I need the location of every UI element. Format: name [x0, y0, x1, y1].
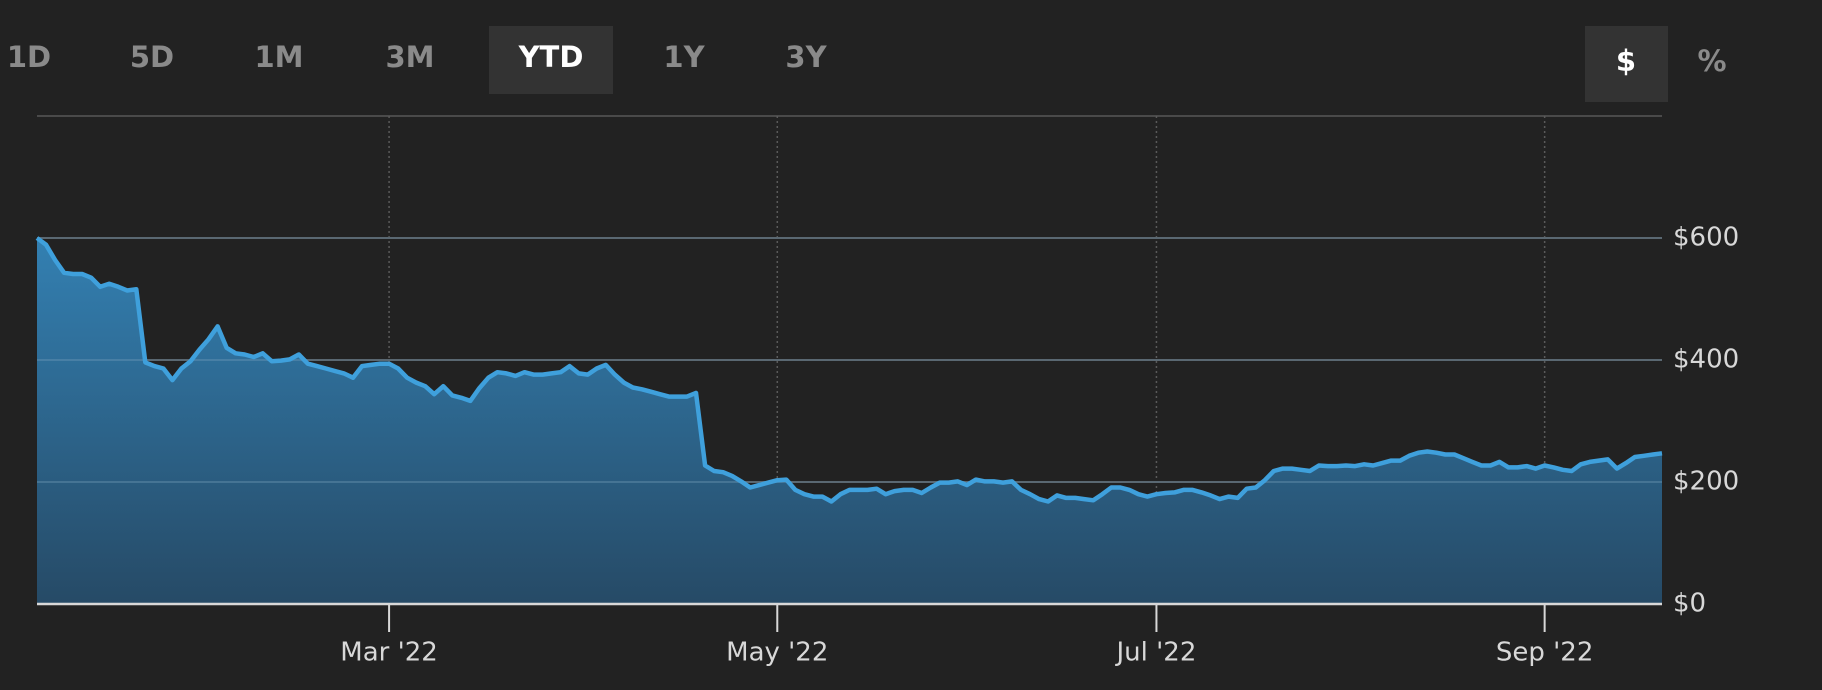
range-button[interactable]: 1D — [7, 40, 51, 74]
range-button[interactable]: YTD — [518, 40, 584, 74]
range-button[interactable]: 1M — [254, 40, 303, 74]
y-tick-label: $600 — [1673, 223, 1739, 253]
x-tick-label: Mar '22 — [340, 638, 438, 668]
range-buttons: 1D 5D 1M 3M YTD 1Y 3Y $% — [7, 26, 1727, 102]
range-button-bg[interactable] — [489, 26, 613, 94]
x-tick-label: Jul '22 — [1115, 638, 1197, 668]
unit-button-bg[interactable] — [1585, 26, 1668, 102]
range-button[interactable]: 1Y — [663, 40, 705, 74]
range-button[interactable]: 3M — [385, 40, 434, 74]
y-tick-label: $200 — [1673, 467, 1739, 497]
unit-button[interactable]: % — [1697, 44, 1726, 78]
range-button[interactable]: 3Y — [785, 40, 827, 74]
price-line — [35, 236, 1663, 504]
range-button[interactable]: 5D — [130, 40, 174, 74]
x-tick-label: Sep '22 — [1496, 638, 1594, 668]
unit-button[interactable]: $ — [1616, 44, 1636, 78]
y-tick-label: $0 — [1673, 589, 1706, 619]
y-tick-label: $400 — [1673, 345, 1739, 375]
x-tick-label: May '22 — [726, 638, 828, 668]
area-fill — [37, 238, 1662, 604]
chart: Mar '22 May '22 Jul '22 Sep '22 $0 $200 $400 $6… — [35, 115, 1739, 668]
